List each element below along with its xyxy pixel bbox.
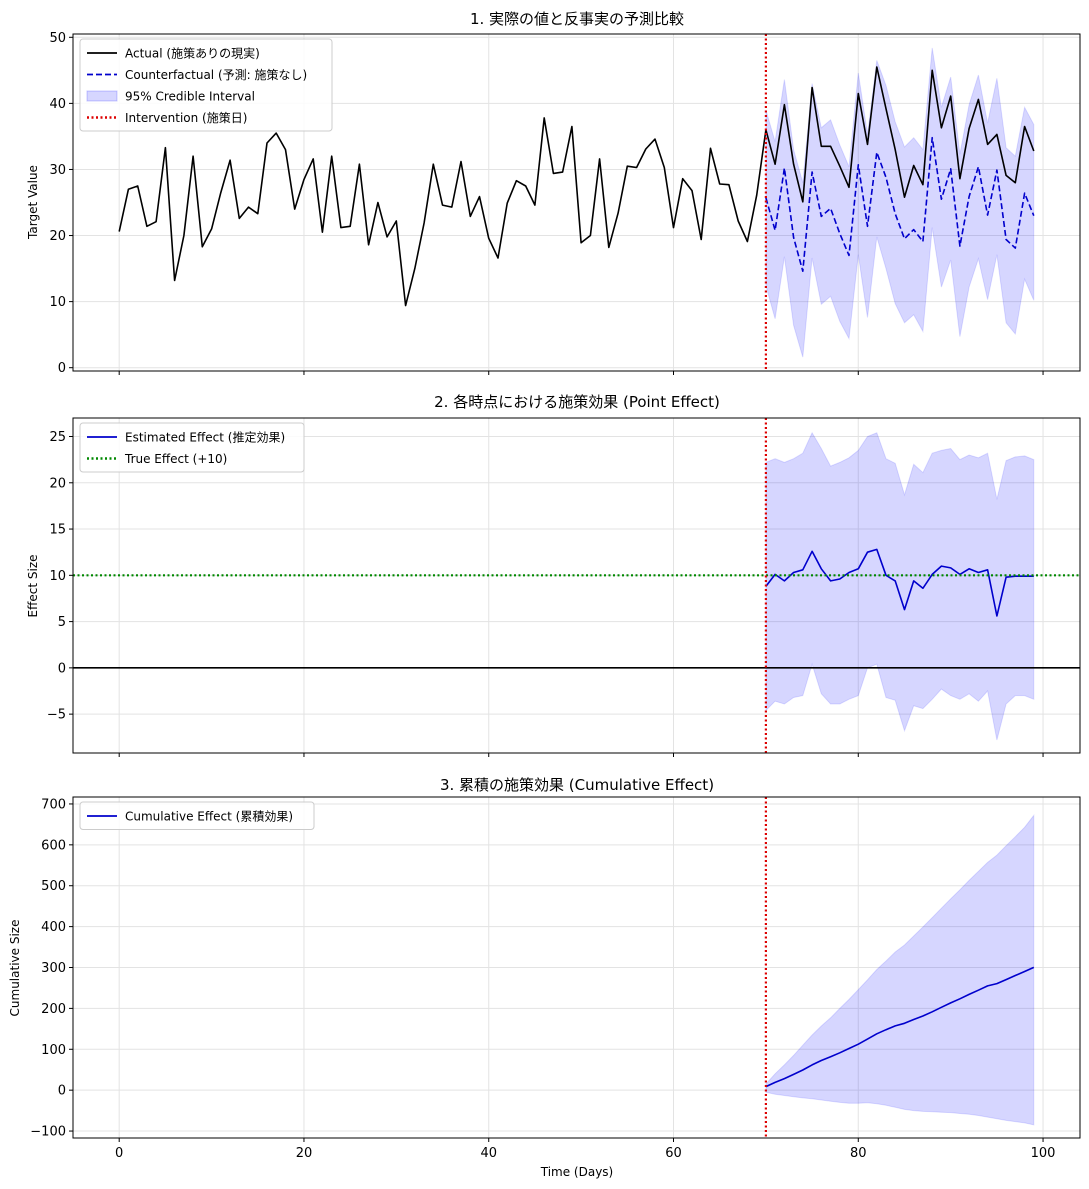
credible-interval-band	[765, 431, 1035, 741]
y-tick-label: 500	[41, 879, 66, 894]
legend-box	[79, 38, 333, 132]
series-line-0	[765, 548, 1034, 617]
y-tick-label: 10	[49, 295, 66, 310]
panel-title: 3. 累積の施策効果 (Cumulative Effect)	[440, 776, 714, 794]
legend: Cumulative Effect (累積効果)	[79, 801, 315, 830]
y-tick-label: 15	[49, 523, 66, 538]
cumulative-effect-panel: 3. 累積の施策効果 (Cumulative Effect) Cumulativ…	[8, 776, 1081, 1179]
y-tick-label: 0	[58, 1084, 66, 1099]
legend: Actual (施策ありの現実) Counterfactual (予測: 施策なし…	[79, 38, 333, 132]
y-tick-label: 100	[41, 1043, 66, 1058]
x-axis-label: Time (Days)	[540, 1165, 614, 1179]
y-tick-label: 700	[41, 797, 66, 812]
y-tick-label: 40	[49, 97, 66, 112]
x-tick-label: 40	[480, 1146, 497, 1161]
y-tick-label: 25	[49, 430, 66, 445]
y-tick-label: 0	[58, 361, 66, 376]
legend-label: 95% Credible Interval	[125, 90, 255, 104]
y-axis-label: Cumulative Size	[8, 920, 22, 1017]
y-tick-label: 30	[49, 163, 66, 178]
legend-label: True Effect (+10)	[124, 452, 227, 466]
credible-interval-band	[765, 813, 1035, 1126]
y-tick-label: 600	[41, 838, 66, 853]
x-tick-label: 80	[850, 1146, 867, 1161]
actual-vs-counterfactual-panel: 1. 実際の値と反事実の予測比較 Target Value 0 10 20 30 40 5…	[26, 10, 1081, 376]
legend: Estimated Effect (推定効果) True Effect (+10)	[79, 422, 305, 473]
y-tick-label: 20	[49, 229, 66, 244]
y-tick-label: 200	[41, 1002, 66, 1017]
y-tick-label: 20	[49, 476, 66, 491]
y-tick-label: −5	[47, 708, 66, 723]
y-axis-label: Effect Size	[26, 555, 40, 618]
series-line-0	[765, 966, 1035, 1088]
y-tick-label: 50	[49, 31, 66, 46]
y-tick-label: 0	[58, 661, 66, 676]
series-line-0	[118, 66, 1035, 307]
legend-box	[79, 801, 315, 830]
credible-interval-band	[765, 47, 1035, 358]
panel-title: 1. 実際の値と反事実の予測比較	[470, 10, 684, 28]
y-tick-label: 400	[41, 920, 66, 935]
x-tick-label: 60	[665, 1146, 682, 1161]
y-tick-label: 10	[49, 569, 66, 584]
legend-label: Intervention (施策日)	[125, 111, 247, 125]
x-tick-label: 100	[1031, 1146, 1056, 1161]
panel-title: 2. 各時点における施策効果 (Point Effect)	[434, 393, 720, 411]
point-effect-panel: 2. 各時点における施策効果 (Point Effect) Effect Siz…	[26, 393, 1081, 757]
legend-box	[79, 422, 305, 473]
y-axis-label: Target Value	[26, 165, 40, 240]
legend-label: Cumulative Effect (累積効果)	[125, 809, 293, 824]
x-tick-label: 20	[296, 1146, 313, 1161]
y-tick-label: −100	[30, 1125, 66, 1140]
legend-swatch	[86, 90, 118, 102]
legend-label: Estimated Effect (推定効果)	[125, 430, 285, 445]
x-tick-label: 0	[115, 1146, 123, 1161]
series-line-1	[765, 136, 1035, 273]
legend-label: Actual (施策ありの現実)	[125, 46, 260, 61]
y-tick-label: 300	[41, 961, 66, 976]
legend-label: Counterfactual (予測: 施策なし)	[125, 68, 307, 82]
y-tick-label: 5	[58, 615, 66, 630]
